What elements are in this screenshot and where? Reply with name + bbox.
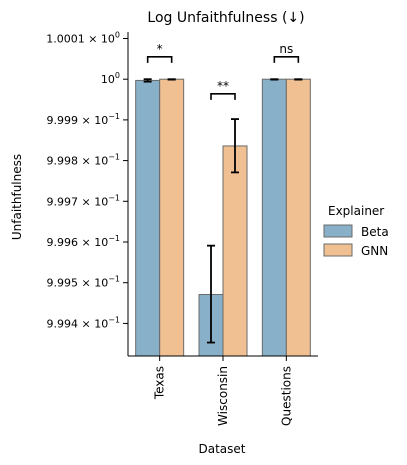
chart-title: Log Unfaithfulness (↓) bbox=[147, 10, 304, 26]
x-axis-label: Dataset bbox=[199, 442, 246, 456]
y-axis-ticks: 9.994 × 10−1 9.995 × 10−1 9.996 × 10−1 9.99… bbox=[46, 31, 128, 330]
y-tick: 9.996 × 10−1 bbox=[47, 234, 128, 249]
bars bbox=[135, 78, 311, 357]
y-tick-label: 9.999 × 10−1 bbox=[47, 112, 121, 127]
significance-label: ns bbox=[279, 42, 293, 56]
y-tick-label: 9.995 × 10−1 bbox=[47, 275, 121, 290]
legend: Explainer Beta GNN bbox=[323, 204, 389, 258]
x-tick-label: Texas bbox=[153, 366, 167, 400]
significance-annotations: ***ns bbox=[146, 42, 300, 100]
significance-bracket: ns bbox=[273, 42, 300, 63]
y-axis-label: Unfaithfulness bbox=[10, 154, 24, 240]
error-bar-gnn bbox=[231, 118, 239, 174]
y-tick-label: 1.0001 × 100 bbox=[46, 31, 120, 46]
x-axis-ticks: Texas Wisconsin Questions bbox=[153, 356, 293, 426]
bar-beta bbox=[135, 79, 161, 357]
error-bar-beta bbox=[143, 78, 152, 83]
error-bars bbox=[143, 78, 303, 344]
y-tick: 9.997 × 10−1 bbox=[47, 193, 128, 208]
x-tick-label: Questions bbox=[279, 366, 293, 426]
x-tick: Wisconsin bbox=[216, 356, 230, 426]
bar-gnn bbox=[222, 145, 248, 357]
bar-gnn bbox=[285, 78, 311, 357]
significance-bracket: * bbox=[146, 42, 173, 63]
bar-beta bbox=[261, 78, 287, 357]
legend-item-gnn: GNN bbox=[323, 243, 388, 258]
legend-item-beta: Beta bbox=[323, 224, 389, 239]
y-tick: 1.0001 × 100 bbox=[46, 31, 128, 46]
y-tick: 9.998 × 10−1 bbox=[47, 153, 128, 168]
significance-label: ** bbox=[217, 79, 229, 93]
bracket-line bbox=[146, 56, 173, 63]
legend-label: GNN bbox=[361, 244, 388, 258]
y-tick-label: 9.996 × 10−1 bbox=[47, 234, 121, 249]
significance-label: * bbox=[157, 42, 163, 56]
legend-swatch bbox=[323, 243, 353, 257]
legend-title: Explainer bbox=[328, 204, 384, 218]
bracket-line bbox=[273, 56, 300, 63]
y-tick: 9.994 × 10−1 bbox=[47, 315, 128, 330]
legend-swatch bbox=[323, 224, 353, 238]
error-bar-beta bbox=[207, 244, 215, 344]
x-tick-label: Wisconsin bbox=[216, 366, 230, 426]
y-tick-label: 9.998 × 10−1 bbox=[47, 153, 121, 168]
y-tick: 9.999 × 10−1 bbox=[47, 112, 128, 127]
legend-label: Beta bbox=[361, 225, 389, 239]
x-tick: Texas bbox=[153, 356, 167, 400]
bracket-line bbox=[210, 93, 236, 100]
y-tick-label: 9.994 × 10−1 bbox=[47, 315, 121, 330]
bar-gnn bbox=[159, 78, 185, 357]
x-tick: Questions bbox=[279, 356, 293, 426]
y-tick-label: 9.997 × 10−1 bbox=[47, 193, 121, 208]
y-tick-label: 100 bbox=[101, 71, 120, 86]
y-tick: 9.995 × 10−1 bbox=[47, 275, 128, 290]
significance-bracket: ** bbox=[210, 79, 236, 100]
y-tick: 100 bbox=[101, 71, 128, 86]
